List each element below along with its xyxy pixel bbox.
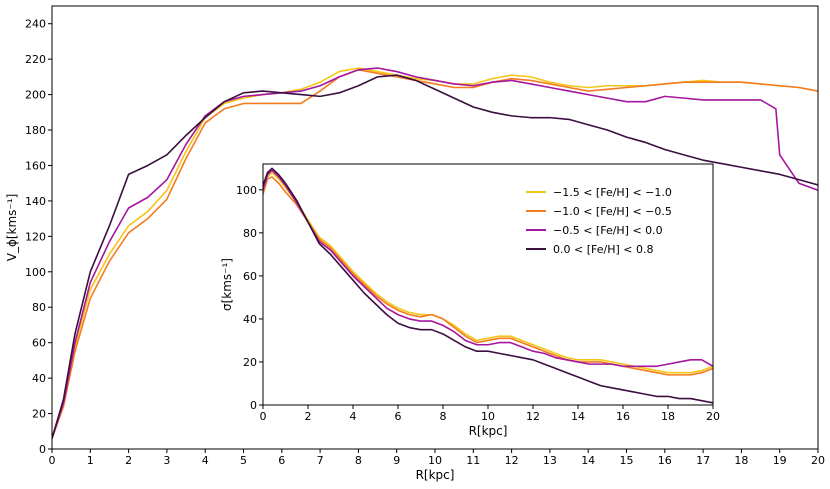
x-axis-label: R[kpc] bbox=[469, 424, 508, 438]
series-line-3 bbox=[52, 74, 818, 439]
y-axis-label: V_ϕ[kms⁻¹] bbox=[5, 194, 19, 262]
y-tick-label: 100 bbox=[25, 266, 46, 279]
y-tick-label: 0 bbox=[250, 399, 257, 412]
x-tick-label: 2 bbox=[125, 454, 132, 467]
series-group bbox=[52, 67, 818, 439]
series-line-2 bbox=[263, 169, 713, 368]
series-line-2 bbox=[52, 67, 818, 439]
y-tick-label: 140 bbox=[25, 195, 46, 208]
x-tick-label: 3 bbox=[163, 454, 170, 467]
series-group bbox=[263, 167, 713, 404]
x-tick-label: 4 bbox=[350, 410, 357, 423]
y-tick-label: 0 bbox=[39, 443, 46, 456]
x-tick-label: 4 bbox=[202, 454, 209, 467]
x-tick-label: 10 bbox=[428, 454, 442, 467]
x-tick-label: 14 bbox=[581, 454, 595, 467]
x-tick-label: 13 bbox=[543, 454, 557, 467]
y-tick-label: 160 bbox=[25, 159, 46, 172]
y-tick-label: 60 bbox=[32, 337, 46, 350]
x-axis-label: R[kpc] bbox=[416, 468, 455, 482]
y-tick-label: 40 bbox=[243, 313, 257, 326]
y-tick-label: 240 bbox=[25, 18, 46, 31]
y-tick-label: 20 bbox=[243, 356, 257, 369]
y-tick-label: 220 bbox=[25, 53, 46, 66]
x-tick-label: 20 bbox=[811, 454, 825, 467]
x-tick-label: 16 bbox=[616, 410, 630, 423]
y-tick-label: 80 bbox=[32, 301, 46, 314]
y-tick-label: 180 bbox=[25, 124, 46, 137]
legend-label-2: −0.5 < [Fe/H] < 0.0 bbox=[553, 224, 663, 237]
x-tick-label: 18 bbox=[734, 454, 748, 467]
x-tick-label: 19 bbox=[773, 454, 787, 467]
series-line-3 bbox=[263, 167, 713, 404]
y-axis-label: σ[kms⁻¹] bbox=[220, 258, 234, 311]
y-tick-label: 60 bbox=[243, 270, 257, 283]
x-tick-label: 11 bbox=[466, 454, 480, 467]
legend: −1.5 < [Fe/H] < −1.0 −1.0 < [Fe/H] < −0.5… bbox=[526, 186, 672, 256]
plot-area bbox=[263, 164, 713, 405]
x-tick-label: 16 bbox=[658, 454, 672, 467]
x-tick-label: 8 bbox=[355, 454, 362, 467]
inset-dispersion: 0 2 4 6 8 10 12 14 16 18 20 0 20 40 60 80 100 R[kpc] σ[kms… bbox=[220, 163, 720, 438]
x-tick-label: 9 bbox=[393, 454, 400, 467]
series-line-1 bbox=[263, 176, 713, 376]
x-tick-label: 12 bbox=[505, 454, 519, 467]
x-tick-label: 18 bbox=[661, 410, 675, 423]
y-tick-label: 120 bbox=[25, 230, 46, 243]
series-line-1 bbox=[52, 68, 818, 439]
x-tick-label: 12 bbox=[526, 410, 540, 423]
y-tick-label: 200 bbox=[25, 89, 46, 102]
x-tick-label: 6 bbox=[395, 410, 402, 423]
x-tick-label: 8 bbox=[440, 410, 447, 423]
y-tick-label: 100 bbox=[236, 184, 257, 197]
x-tick-label: 0 bbox=[260, 410, 267, 423]
x-tick-label: 14 bbox=[571, 410, 585, 423]
y-tick-label: 80 bbox=[243, 227, 257, 240]
x-tick-label: 6 bbox=[278, 454, 285, 467]
x-tick-label: 17 bbox=[696, 454, 710, 467]
x-tick-label: 5 bbox=[240, 454, 247, 467]
x-tick-label: 1 bbox=[87, 454, 94, 467]
x-tick-label: 2 bbox=[305, 410, 312, 423]
legend-label-1: −1.0 < [Fe/H] < −0.5 bbox=[553, 205, 672, 218]
x-tick-label: 10 bbox=[481, 410, 495, 423]
x-tick-label: 20 bbox=[706, 410, 720, 423]
y-tick-label: 40 bbox=[32, 372, 46, 385]
legend-label-0: −1.5 < [Fe/H] < −1.0 bbox=[553, 186, 672, 199]
x-tick-label: 7 bbox=[317, 454, 324, 467]
y-tick-label: 20 bbox=[32, 408, 46, 421]
legend-label-3: 0.0 < [Fe/H] < 0.8 bbox=[553, 243, 653, 256]
x-tick-label: 15 bbox=[620, 454, 634, 467]
x-tick-label: 0 bbox=[49, 454, 56, 467]
